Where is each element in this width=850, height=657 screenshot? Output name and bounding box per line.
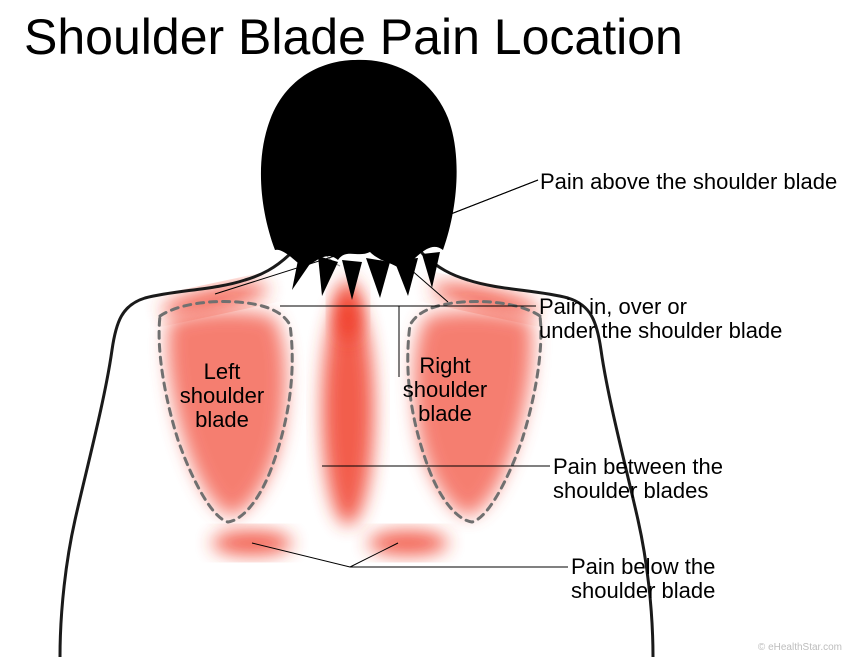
- hair: [261, 60, 457, 300]
- credit-text: © eHealthStar.com: [758, 642, 842, 653]
- diagram-title: Shoulder Blade Pain Location: [24, 8, 683, 66]
- left-shoulder-blade-label: Leftshoulderblade: [167, 360, 277, 433]
- callout-above: Pain above the shoulder blade: [540, 170, 837, 194]
- callout-in-over-under: Pain in, over orunder the shoulder blade: [539, 295, 782, 343]
- callout-between: Pain between theshoulder blades: [553, 455, 723, 503]
- callout-below: Pain below theshoulder blade: [571, 555, 715, 603]
- right-shoulder-blade-label: Rightshoulderblade: [390, 354, 500, 427]
